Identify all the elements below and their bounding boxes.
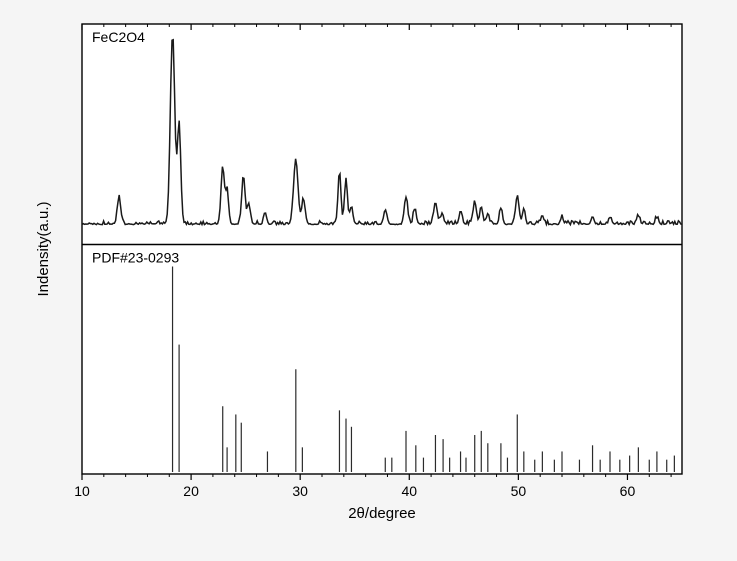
figure-container: FeC2O4 PDF#23-0293 10 20 30 40 50 60 2θ/degree In…: [0, 0, 737, 561]
y-axis-label: Indensity(a.u.): [35, 201, 52, 296]
xrd-figure: FeC2O4 PDF#23-0293 10 20 30 40 50 60 2θ/degree In…: [0, 0, 737, 561]
x-tick-label: 60: [620, 483, 636, 499]
x-tick-label: 50: [511, 483, 527, 499]
x-tick-label: 20: [183, 483, 199, 499]
panel-label-bottom: PDF#23-0293: [92, 250, 179, 266]
panel-label-top: FeC2O4: [92, 29, 145, 45]
x-tick-label: 10: [74, 483, 90, 499]
x-tick-label: 40: [401, 483, 417, 499]
x-axis-label: 2θ/degree: [348, 505, 416, 522]
x-tick-label: 30: [292, 483, 308, 499]
